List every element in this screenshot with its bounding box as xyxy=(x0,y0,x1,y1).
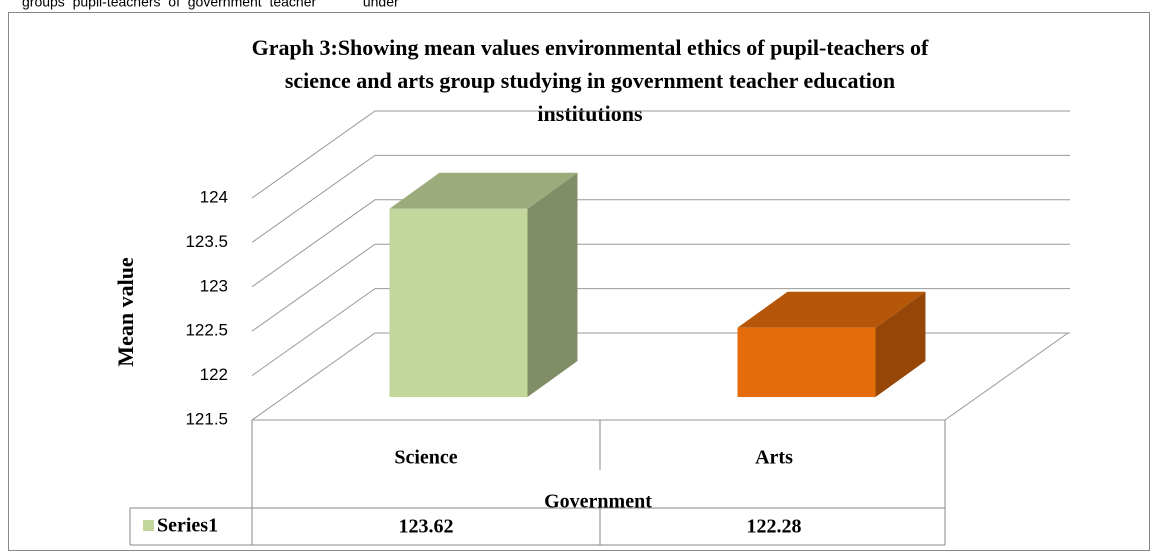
legend-label: Series1 xyxy=(157,515,218,537)
legend-key xyxy=(143,520,154,531)
data-table-value: 122.28 xyxy=(747,516,802,538)
chart: Graph 3:Showing mean values environmenta… xyxy=(113,35,1070,546)
y-tick-label: 122.5 xyxy=(185,321,228,340)
y-tick-label: 122 xyxy=(200,365,228,384)
y-tick-label: 123.5 xyxy=(185,232,228,251)
y-tick-label: 123 xyxy=(200,276,228,295)
data-table-value: 123.62 xyxy=(399,516,454,538)
data-table-lines xyxy=(129,420,946,546)
bar-side xyxy=(527,172,578,398)
bar xyxy=(389,208,528,398)
y-tick-label: 124 xyxy=(200,187,228,206)
grid-line xyxy=(251,110,1070,199)
grid-line xyxy=(251,243,1070,332)
grid-line xyxy=(251,154,1070,243)
bar-top xyxy=(737,291,926,328)
x-tick-label: Science xyxy=(394,447,457,469)
bar-side xyxy=(875,291,926,398)
bar xyxy=(737,327,876,398)
chart-title: Graph 3:Showing mean values environmenta… xyxy=(252,35,929,60)
bar-top xyxy=(389,172,578,209)
page-text: groups pupil-teachers of government teac… xyxy=(22,0,399,10)
y-tick-label: 121.5 xyxy=(185,409,228,428)
chart-title: science and arts group studying in gover… xyxy=(285,68,895,93)
grid-line xyxy=(251,288,1070,377)
grid-line xyxy=(251,199,1070,288)
chart-border xyxy=(8,12,1150,551)
chart-title: institutions xyxy=(537,101,643,126)
y-axis-label: Mean value xyxy=(113,257,138,367)
group-label: Government xyxy=(544,491,652,513)
x-tick-label: Arts xyxy=(755,447,793,469)
